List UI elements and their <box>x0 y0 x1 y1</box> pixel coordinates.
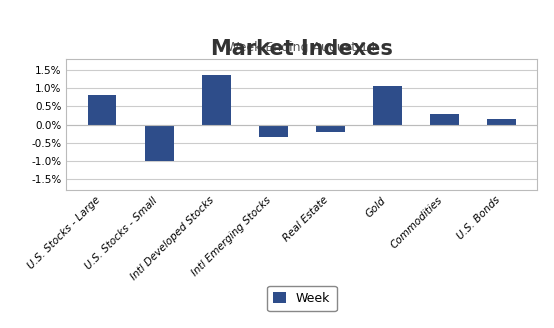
Bar <box>373 86 402 125</box>
Text: Week Ending August 14: Week Ending August 14 <box>228 41 376 54</box>
Bar <box>259 125 288 137</box>
Bar <box>88 95 116 125</box>
Title: Market Indexes: Market Indexes <box>211 39 393 59</box>
Bar <box>316 125 345 132</box>
Bar <box>202 75 230 125</box>
Legend: Week: Week <box>267 286 337 311</box>
Bar <box>145 125 173 161</box>
Bar <box>488 119 516 125</box>
Bar <box>430 114 459 125</box>
